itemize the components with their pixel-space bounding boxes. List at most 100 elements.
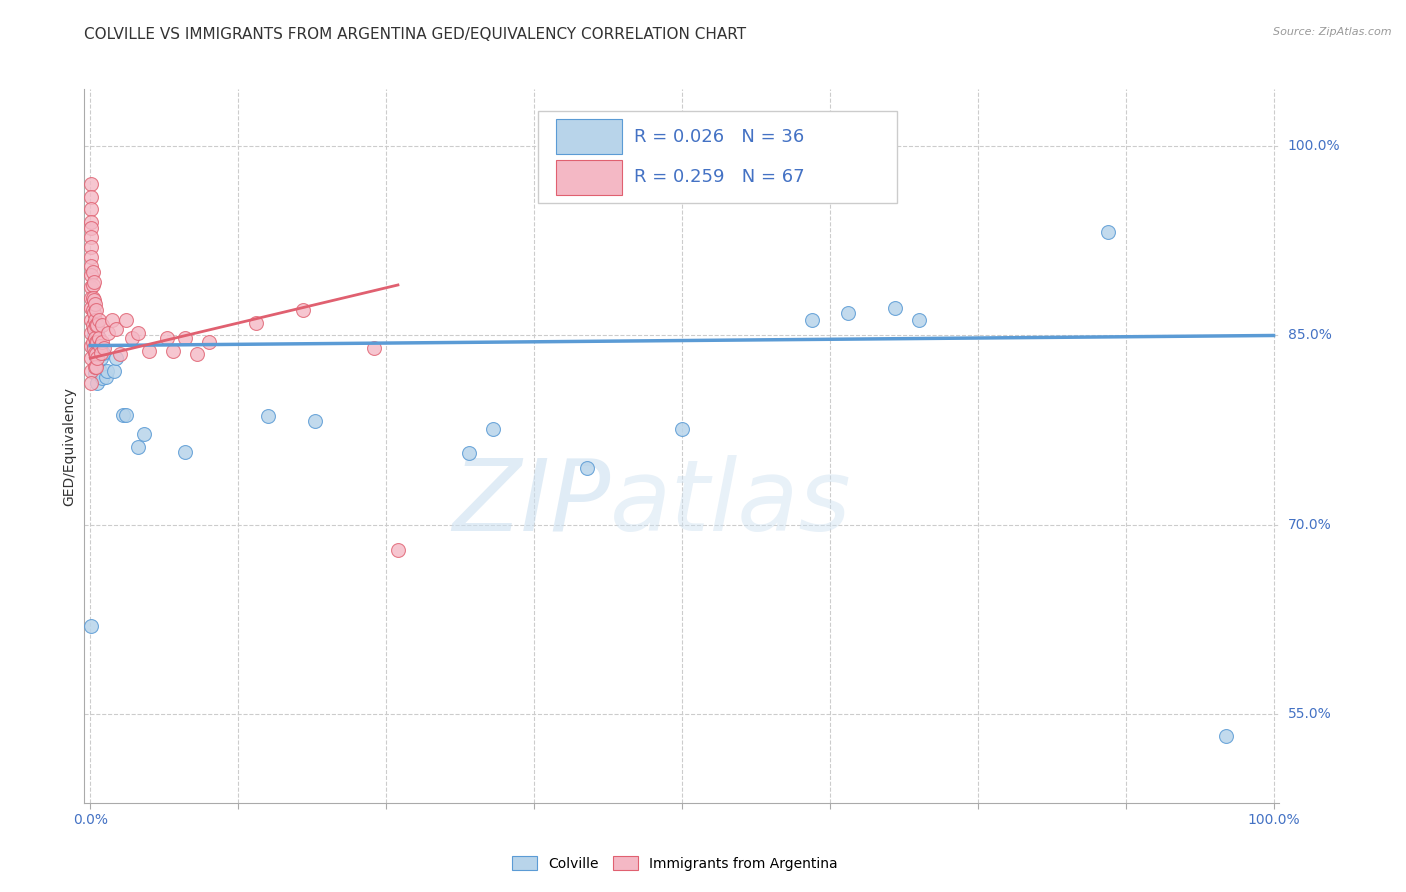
Point: [84, 347, 107, 361]
Point: [94, 370, 117, 384]
Point: [83, 322, 105, 336]
Point: [80, 215, 103, 229]
Point: [84, 360, 107, 375]
Point: [481, 422, 503, 436]
Point: [82, 318, 104, 333]
Point: [84, 303, 107, 318]
Point: [245, 316, 267, 330]
Point: [83, 306, 105, 320]
Point: [186, 347, 208, 361]
Text: COLVILLE VS IMMIGRANTS FROM ARGENTINA GED/EQUIVALENCY CORRELATION CHART: COLVILLE VS IMMIGRANTS FROM ARGENTINA GE…: [84, 27, 747, 42]
Point: [84, 351, 107, 366]
Point: [256, 409, 278, 424]
FancyBboxPatch shape: [538, 111, 897, 203]
Text: atlas: atlas: [610, 455, 852, 551]
Point: [80, 351, 103, 366]
Text: R = 0.026   N = 36: R = 0.026 N = 36: [634, 128, 804, 145]
Point: [105, 351, 128, 366]
Point: [105, 322, 128, 336]
Point: [89, 364, 111, 378]
Point: [86, 351, 108, 366]
Point: [91, 346, 114, 360]
Point: [197, 334, 219, 349]
Point: [127, 326, 149, 340]
Point: [80, 189, 103, 203]
Point: [87, 331, 110, 345]
Point: [82, 277, 104, 292]
Point: [132, 427, 155, 442]
FancyBboxPatch shape: [557, 119, 621, 154]
Point: [114, 313, 136, 327]
Point: [84, 360, 107, 375]
Point: [100, 313, 122, 327]
Point: [84, 334, 107, 349]
Point: [83, 293, 105, 307]
Y-axis label: GED/Equivalency: GED/Equivalency: [62, 386, 76, 506]
Point: [97, 326, 120, 340]
Point: [80, 338, 103, 352]
Point: [363, 341, 385, 355]
Point: [112, 408, 135, 422]
Point: [82, 265, 104, 279]
Text: 55.0%: 55.0%: [1288, 707, 1331, 722]
Point: [93, 341, 115, 355]
Text: 100.0%: 100.0%: [1288, 139, 1340, 153]
Point: [80, 202, 103, 217]
Point: [84, 331, 107, 345]
Point: [80, 619, 103, 633]
Point: [80, 230, 103, 244]
Point: [80, 313, 103, 327]
Point: [387, 543, 409, 558]
Point: [108, 347, 131, 361]
Point: [86, 325, 108, 339]
Point: [83, 341, 105, 355]
Text: R = 0.259   N = 67: R = 0.259 N = 67: [634, 169, 804, 186]
Point: [162, 343, 184, 358]
Point: [671, 422, 693, 436]
Point: [907, 313, 929, 327]
Point: [84, 346, 107, 360]
FancyBboxPatch shape: [557, 160, 621, 195]
Point: [86, 376, 108, 391]
Point: [80, 326, 103, 340]
Point: [80, 280, 103, 294]
Point: [82, 291, 104, 305]
Text: 85.0%: 85.0%: [1288, 328, 1331, 343]
Point: [174, 331, 197, 345]
Point: [80, 259, 103, 273]
Point: [80, 291, 103, 305]
Point: [458, 446, 481, 460]
Point: [121, 331, 143, 345]
Point: [83, 276, 105, 290]
Point: [1097, 225, 1119, 239]
Point: [127, 440, 149, 454]
Point: [89, 338, 111, 352]
Point: [82, 303, 104, 318]
Point: [83, 328, 105, 343]
Point: [86, 334, 108, 349]
Point: [837, 306, 859, 320]
Point: [304, 414, 326, 428]
Point: [90, 346, 112, 360]
Text: 70.0%: 70.0%: [1288, 518, 1331, 532]
Point: [82, 341, 104, 355]
Point: [80, 268, 103, 282]
Point: [1215, 729, 1237, 743]
Text: Source: ZipAtlas.com: Source: ZipAtlas.com: [1274, 27, 1392, 37]
Point: [80, 221, 103, 235]
Point: [84, 313, 107, 327]
Point: [87, 313, 110, 327]
Point: [114, 408, 136, 422]
Point: [292, 303, 315, 318]
Point: [91, 371, 114, 385]
Point: [84, 367, 107, 381]
Point: [91, 318, 114, 333]
Point: [84, 297, 107, 311]
Point: [91, 334, 114, 349]
Point: [576, 461, 599, 475]
Point: [80, 250, 103, 264]
Point: [801, 313, 824, 327]
Text: ZIP: ZIP: [451, 455, 610, 551]
Point: [174, 444, 197, 458]
Point: [80, 376, 103, 391]
